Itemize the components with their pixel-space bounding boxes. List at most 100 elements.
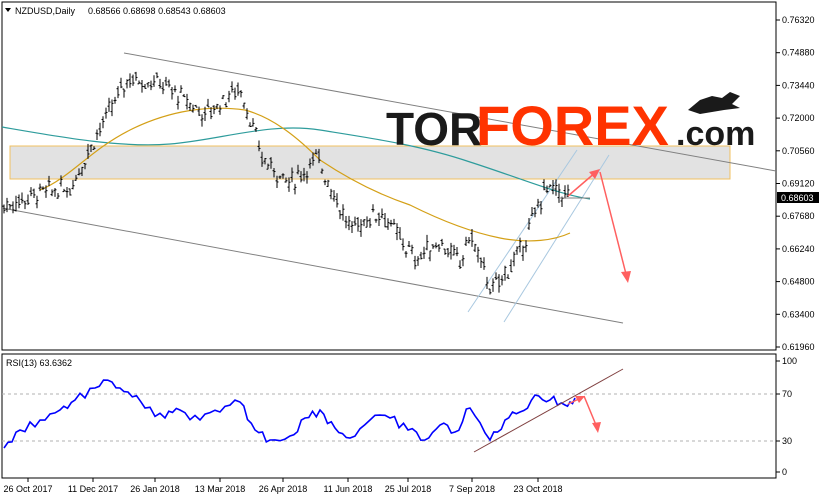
ohlc-bar (221, 95, 225, 100)
ohlc-bar (35, 195, 39, 209)
time-tick-label: 11 Jun 2018 (324, 484, 373, 494)
price-tick-label: 0.74880 (782, 48, 815, 58)
ohlc-bar (68, 188, 72, 196)
rsi-panel-frame (1, 353, 777, 479)
ohlc-bar (377, 212, 381, 227)
ohlc-bar (5, 197, 9, 213)
ohlc-bar (128, 73, 132, 88)
ohlc-bar (140, 79, 144, 93)
ohlc-bar (26, 194, 30, 205)
ohlc-bar (500, 275, 504, 286)
ohlc-bar (209, 107, 213, 120)
ohlc-bar (356, 217, 360, 232)
ohlc-bar (443, 248, 447, 255)
ohlc-bar (446, 247, 450, 258)
collapse-triangle-icon[interactable] (5, 8, 11, 12)
ohlc-bar (371, 204, 375, 213)
ohlc-bar (305, 171, 309, 184)
ohlc-bar (260, 151, 264, 167)
ohlc-bar (554, 179, 558, 196)
ohlc-bar (329, 188, 333, 200)
ohlc-bar (236, 82, 240, 96)
resistance-zone (9, 145, 731, 180)
ohlc-bar (533, 207, 537, 218)
ohlc-bar (107, 97, 111, 112)
ohlc-bar (2, 204, 6, 214)
ohlc-bar (254, 126, 258, 132)
forecast-arrow-up (567, 169, 600, 197)
ohlc-bar (263, 157, 267, 165)
ohlc-bar (365, 216, 369, 228)
ohlc-bar (419, 251, 423, 260)
ohlc-bar (470, 229, 474, 247)
ohlc-bar (458, 260, 462, 269)
ohlc-bar (395, 223, 399, 241)
ohlc-bar (407, 241, 411, 248)
rsi-line (3, 379, 576, 449)
ohlc-bar (401, 238, 405, 251)
ohlc-bar (146, 82, 150, 88)
ohlc-bar (461, 255, 465, 267)
ohlc-bar (218, 105, 222, 115)
ohlc-bar (545, 185, 549, 194)
ohlc-bar (164, 76, 168, 86)
price-tick-label: 0.72000 (782, 113, 815, 123)
ohlc-bar (518, 237, 522, 253)
ohlc-bar (410, 244, 414, 255)
ohlc-bar (425, 234, 429, 251)
moving-average-slow (1, 126, 591, 200)
ohlc-bar (536, 198, 540, 208)
rsi-tick-label: 70 (782, 389, 792, 399)
symbol-label: NZDUSD,Daily (15, 6, 76, 16)
price-tick-label: 0.63400 (782, 309, 815, 319)
ohlc-bar (29, 187, 33, 197)
ohlc-bar (44, 185, 48, 198)
ohlc-bar (542, 179, 546, 191)
ohlc-bar (143, 83, 147, 89)
ohlc-bar (101, 116, 105, 129)
ohlc-bar (155, 72, 159, 79)
ohlc-bar (224, 102, 228, 108)
rsi-label: RSI(13) 63.6362 (6, 358, 72, 368)
ohlc-bar (212, 105, 216, 115)
ohlc-bar (320, 168, 324, 174)
ohlc-bar (539, 200, 543, 215)
channel-lower-line (1, 207, 624, 324)
ohlc-bar (116, 86, 120, 99)
time-tick-label: 26 Apr 2018 (259, 484, 308, 494)
ohlc-bar (215, 103, 219, 110)
ohlc-bar (89, 144, 93, 153)
watermark-logo: TOR FOREX .com (386, 92, 755, 157)
ohlc-bar (314, 149, 318, 155)
ohlc-bar (170, 87, 174, 100)
ohlc-bar (302, 167, 306, 182)
rsi-arrow-down (583, 395, 601, 433)
ohlc-bar (266, 163, 270, 170)
ohlc-bar (332, 190, 336, 202)
ohlc-bar (59, 175, 63, 187)
ohlc-bar (227, 90, 231, 103)
ohlc-bar (452, 244, 456, 256)
ohlc-bar (8, 204, 12, 210)
ohlc-bar (206, 98, 210, 108)
current-price-tag (777, 192, 819, 203)
watermark-tor: TOR (386, 103, 482, 155)
price-tick-label: 0.69120 (782, 179, 815, 189)
ohlc-bar (197, 106, 201, 116)
ohlc-bar (173, 85, 177, 93)
ohlc-bar (341, 204, 345, 221)
ohlc-bar (152, 75, 156, 87)
price-tick-label: 0.70560 (782, 146, 815, 156)
ohlc-bar (110, 99, 114, 117)
ohlc-bar (77, 168, 81, 176)
price-tick-label: 0.66240 (782, 244, 815, 254)
ohlc-bar (344, 216, 348, 229)
ohlc-bar (455, 246, 459, 257)
ohlc-bar (23, 200, 27, 210)
price-tick-label: 0.64800 (782, 277, 815, 287)
ohlc-bar (62, 188, 66, 193)
ohlc-bar (149, 80, 153, 91)
ohlc-bar (248, 122, 252, 128)
ohlc-bar (434, 242, 438, 249)
rsi-trendline (473, 368, 624, 453)
